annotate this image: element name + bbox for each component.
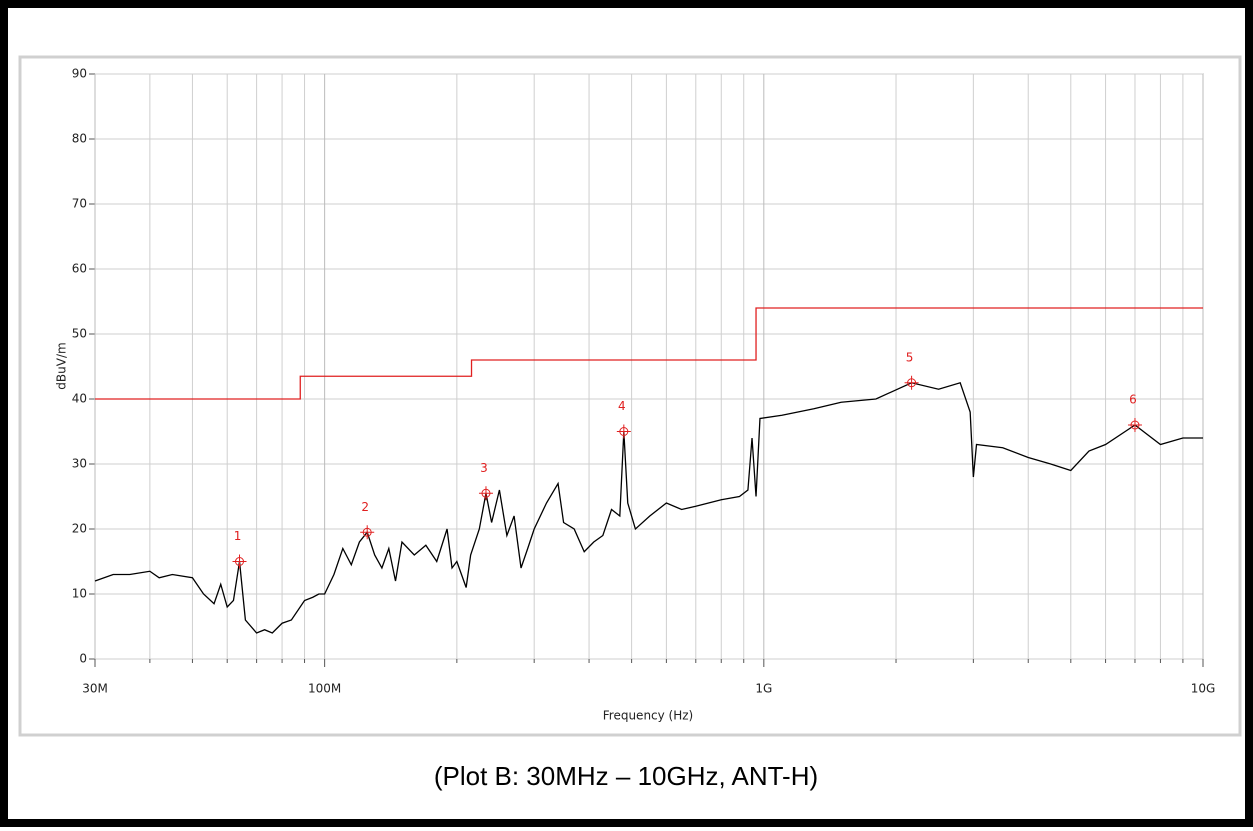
y-tick-label: 70 — [72, 197, 87, 211]
caption: (Plot B: 30MHz – 10GHz, ANT-H) — [434, 761, 818, 791]
x-axis-label: Frequency (Hz) — [603, 709, 694, 723]
marker-cross — [904, 375, 919, 390]
y-tick-label: 50 — [72, 327, 87, 341]
marker-label: 5 — [906, 350, 914, 364]
y-tick-label: 80 — [72, 132, 87, 146]
y-tick-label: 0 — [79, 652, 87, 666]
marker-label: 2 — [361, 500, 369, 514]
y-tick-label: 90 — [72, 67, 87, 81]
series-line — [95, 307, 1203, 400]
y-tick-label: 10 — [72, 587, 87, 601]
x-tick-label: 10G — [1191, 682, 1216, 696]
x-tick-label: 100M — [308, 682, 341, 696]
x-tick-label: 30M — [82, 682, 108, 696]
marker-label: 4 — [618, 399, 626, 413]
y-tick-label: 20 — [72, 522, 87, 536]
marker-cross — [616, 424, 631, 439]
y-axis-label: dBuV/m — [55, 342, 69, 389]
marker-label: 6 — [1129, 393, 1137, 407]
marker-label: 3 — [480, 461, 488, 475]
marker-cross — [232, 554, 247, 569]
marker-cross — [1127, 418, 1142, 432]
y-tick-label: 30 — [72, 457, 87, 471]
marker-cross — [478, 486, 493, 501]
marker-cross — [360, 525, 375, 540]
y-tick-label: 40 — [72, 392, 87, 406]
x-tick-label: 1G — [755, 682, 772, 696]
y-tick-label: 60 — [72, 262, 87, 276]
series-line — [94, 381, 1203, 634]
marker-label: 1 — [234, 529, 242, 543]
plot-area — [94, 73, 1204, 660]
